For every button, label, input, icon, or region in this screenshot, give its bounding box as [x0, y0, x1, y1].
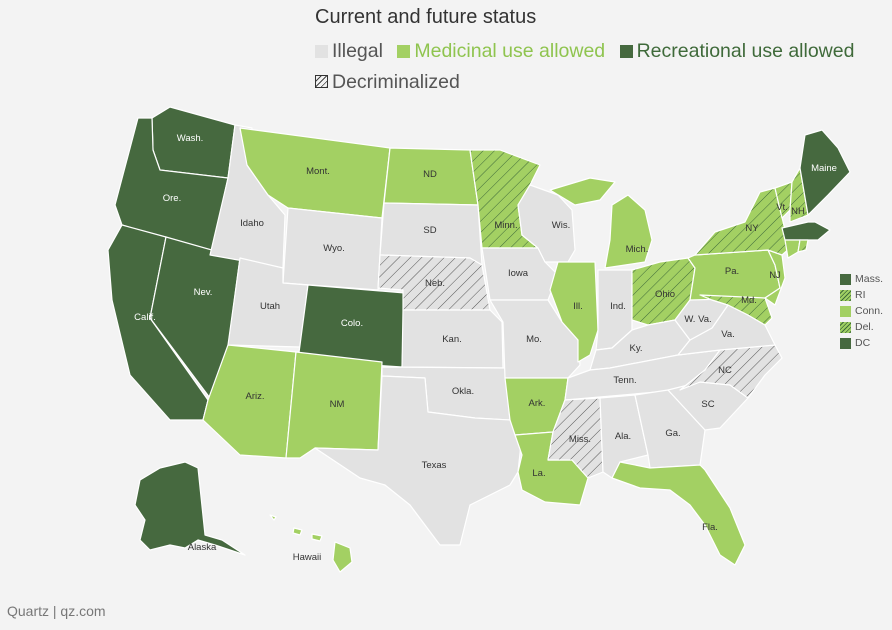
legend-illegal: Illegal [315, 36, 383, 66]
state-label-va: Va. [721, 329, 735, 340]
state-label-pa: Pa. [725, 266, 739, 277]
state-label-md: Md. [741, 295, 757, 306]
state-nh[interactable] [789, 167, 809, 223]
state-label-wis: Wis. [552, 220, 570, 231]
ne-swatch-conn [840, 305, 851, 317]
ne-label-dc: DC [855, 337, 871, 349]
state-label-nc: NC [718, 365, 732, 376]
ne-swatch-mass [840, 273, 851, 285]
state-label-ga: Ga. [665, 428, 680, 439]
state-label-sc: SC [701, 399, 714, 410]
legend-swatch-illegal [315, 44, 328, 58]
state-maine[interactable] [799, 129, 851, 216]
state-md[interactable] [699, 294, 773, 326]
legend-label-recreational: Recreational use allowed [636, 40, 855, 62]
state-label-mich: Mich. [626, 244, 649, 255]
state-label-alaska: Alaska [188, 542, 217, 553]
state-label-ill: Ill. [573, 301, 583, 312]
state-fla[interactable] [611, 461, 746, 566]
legend-medicinal: Medicinal use allowed [397, 36, 605, 66]
state-label-ind: Ind. [610, 301, 626, 312]
ne-swatch-ri [840, 289, 851, 301]
state-label-nh: NH [791, 206, 805, 217]
state-label-vt: Vt. [776, 202, 788, 213]
state-label-texas: Texas [422, 460, 447, 471]
state-ill[interactable] [549, 261, 599, 363]
legend-label-illegal: Illegal [332, 40, 383, 62]
state-label-wash: Wash. [177, 133, 204, 144]
state-ny[interactable] [694, 187, 791, 256]
legend-recreational: Recreational use allowed [619, 36, 855, 66]
legend-label-medicinal: Medicinal use allowed [414, 40, 606, 62]
ne-legend-row: Conn. [840, 303, 883, 319]
state-label-nm: NM [330, 399, 345, 410]
ne-legend-row: Del. [840, 319, 883, 335]
state-label-neb: Neb. [425, 278, 445, 289]
status-legend: Illegal Medicinal use allowed Recreation… [315, 36, 875, 97]
state-conn [784, 239, 801, 259]
state-mass[interactable] [781, 221, 831, 241]
state-wis[interactable] [517, 184, 576, 263]
legend-swatch-decriminalized [315, 75, 328, 88]
state-label-kan: Kan. [442, 334, 462, 345]
state-ri [797, 239, 809, 253]
state-label-tenn: Tenn. [613, 375, 636, 386]
state-label-nj: NJ [769, 270, 781, 281]
state-label-mont: Mont. [306, 166, 330, 177]
state-nj[interactable] [764, 249, 786, 306]
northeast-legend: Mass. RI Conn. Del. DC [840, 271, 883, 351]
legend-swatch-medicinal [397, 44, 411, 58]
state-label-iowa: Iowa [508, 268, 529, 279]
state-label-sd: SD [423, 225, 436, 236]
state-label-maine: Maine [811, 163, 837, 174]
state-label-minn: Minn. [494, 220, 517, 231]
state-label-miss: Miss. [569, 434, 591, 445]
state-label-ny: NY [745, 223, 759, 234]
state-nc[interactable] [679, 344, 783, 399]
state-label-nd: ND [423, 169, 437, 180]
state-label-idaho: Idaho [240, 218, 264, 229]
state-label-ohio: Ohio [655, 289, 675, 300]
ne-label-mass: Mass. [855, 273, 884, 285]
state-kan[interactable] [401, 309, 504, 369]
ne-legend-row: RI [840, 287, 883, 303]
state-hawaii[interactable] [269, 514, 353, 573]
state-label-ky: Ky. [629, 343, 642, 354]
state-label-colo: Colo. [341, 318, 363, 329]
state-label-la: La. [532, 468, 545, 479]
state-label-fla: Fla. [702, 522, 718, 533]
ne-legend-row: Mass. [840, 271, 883, 287]
state-label-calif: Calif. [134, 312, 156, 323]
legend-label-decriminalized: Decriminalized [332, 70, 460, 93]
state-label-ariz: Ariz. [246, 391, 265, 402]
ne-swatch-del [840, 321, 851, 333]
ne-legend-row: DC [840, 335, 883, 351]
map-title: Current and future status [315, 6, 537, 28]
state-label-okla: Okla. [452, 386, 474, 397]
state-label-ark: Ark. [529, 398, 546, 409]
state-labels: Wash. Ore. Calif. Nev. Idaho Mont. Wyo. Utah Col… [134, 133, 837, 563]
state-label-mo: Mo. [526, 334, 542, 345]
state-label-ala: Ala. [615, 431, 631, 442]
legend-decriminalized: Decriminalized [315, 67, 460, 97]
state-label-nev: Nev. [194, 287, 213, 298]
state-label-hawaii: Hawaii [293, 552, 322, 563]
state-wyo[interactable] [282, 207, 383, 291]
source-credit: Quartz | qz.com [7, 603, 106, 619]
ne-swatch-dc [840, 337, 851, 349]
ne-label-ri: RI [855, 289, 866, 301]
state-mo[interactable] [489, 299, 581, 379]
legend-swatch-recreational [619, 44, 633, 58]
state-mich[interactable] [549, 177, 653, 269]
state-label-ore: Ore. [163, 193, 181, 204]
ne-label-conn: Conn. [855, 305, 884, 317]
state-label-utah: Utah [260, 301, 280, 312]
state-label-wva: W. Va. [684, 314, 711, 325]
state-alaska[interactable] [134, 461, 246, 556]
ne-label-del: Del. [855, 321, 874, 333]
state-texas[interactable] [314, 375, 523, 546]
state-label-wyo: Wyo. [323, 243, 345, 254]
